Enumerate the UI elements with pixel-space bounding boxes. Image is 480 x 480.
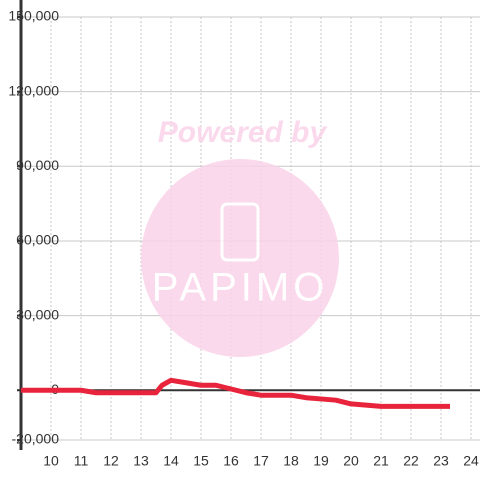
x-tick-label: 18 <box>283 453 299 469</box>
x-tick-label: 21 <box>373 453 389 469</box>
x-tick-label: 11 <box>74 453 89 469</box>
y-tick-label: 90,000 <box>16 157 59 173</box>
y-tick-label: -20,000 <box>12 431 60 447</box>
y-tick-label: 30,000 <box>16 306 59 322</box>
x-tick-label: 16 <box>223 453 239 469</box>
watermark-text: Powered by <box>158 116 328 149</box>
x-tick-label: 20 <box>343 453 359 469</box>
watermark-logo: PAPIMO <box>152 266 329 310</box>
x-tick-label: 24 <box>463 453 479 469</box>
x-tick-label: 10 <box>43 453 59 469</box>
x-tick-label: 13 <box>133 453 149 469</box>
y-tick-label: 150,000 <box>8 8 59 24</box>
x-tick-label: 19 <box>313 453 329 469</box>
y-tick-label: 60,000 <box>16 232 59 248</box>
x-tick-label: 14 <box>163 453 179 469</box>
line <box>21 377 450 409</box>
watermark-circle <box>141 159 339 357</box>
x-tick-label: 23 <box>433 453 449 469</box>
x-tick-label: 17 <box>253 453 269 469</box>
x-tick-label: 15 <box>193 453 209 469</box>
y-tick-label: 120,000 <box>8 82 59 98</box>
x-tick-label: 12 <box>103 453 119 469</box>
watermark-phone <box>220 202 260 262</box>
watermark: Powered by PAPIMO <box>141 116 339 357</box>
x-tick-label: 22 <box>403 453 419 469</box>
